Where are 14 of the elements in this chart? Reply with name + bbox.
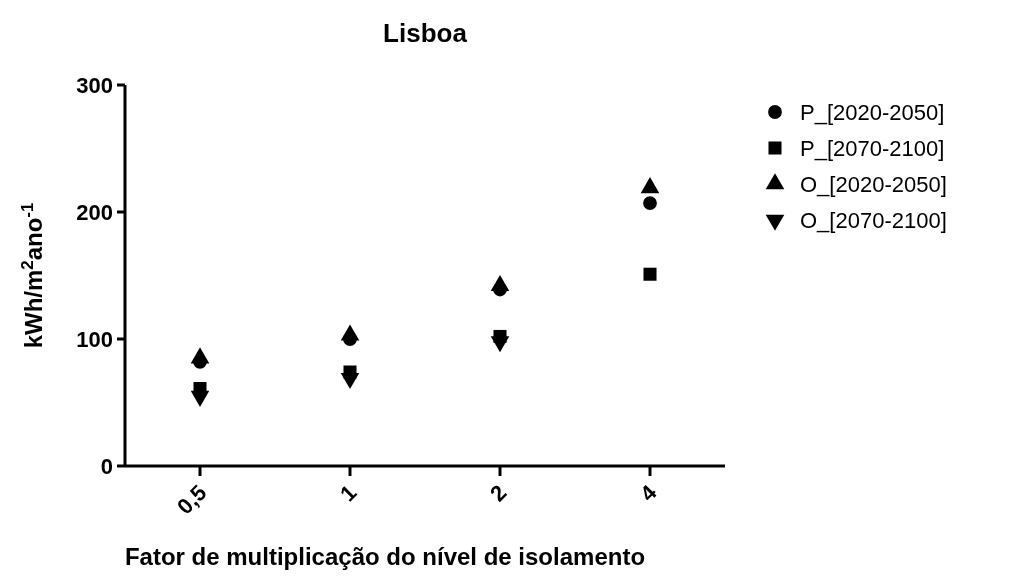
- x-tick-label: 4: [635, 479, 663, 507]
- legend-label: P_[2020-2050]: [800, 99, 945, 125]
- x-tick-label: 0,5: [172, 479, 212, 520]
- y-tick-label: 100: [76, 326, 113, 352]
- legend-label: P_[2070-2100]: [800, 135, 945, 161]
- y-tick-label: 0: [100, 453, 113, 479]
- y-tick-label: 200: [76, 199, 113, 225]
- chart-title: Lisboa: [383, 18, 468, 48]
- x-tick-label: 2: [485, 479, 512, 507]
- x-tick-label: 1: [335, 479, 362, 507]
- x-axis-title: Fator de multiplicação do nível de isolamento: [124, 543, 646, 570]
- y-tick-label: 300: [76, 72, 113, 98]
- legend-label: O_[2070-2100]: [800, 207, 947, 233]
- legend-label: O_[2020-2050]: [800, 171, 947, 197]
